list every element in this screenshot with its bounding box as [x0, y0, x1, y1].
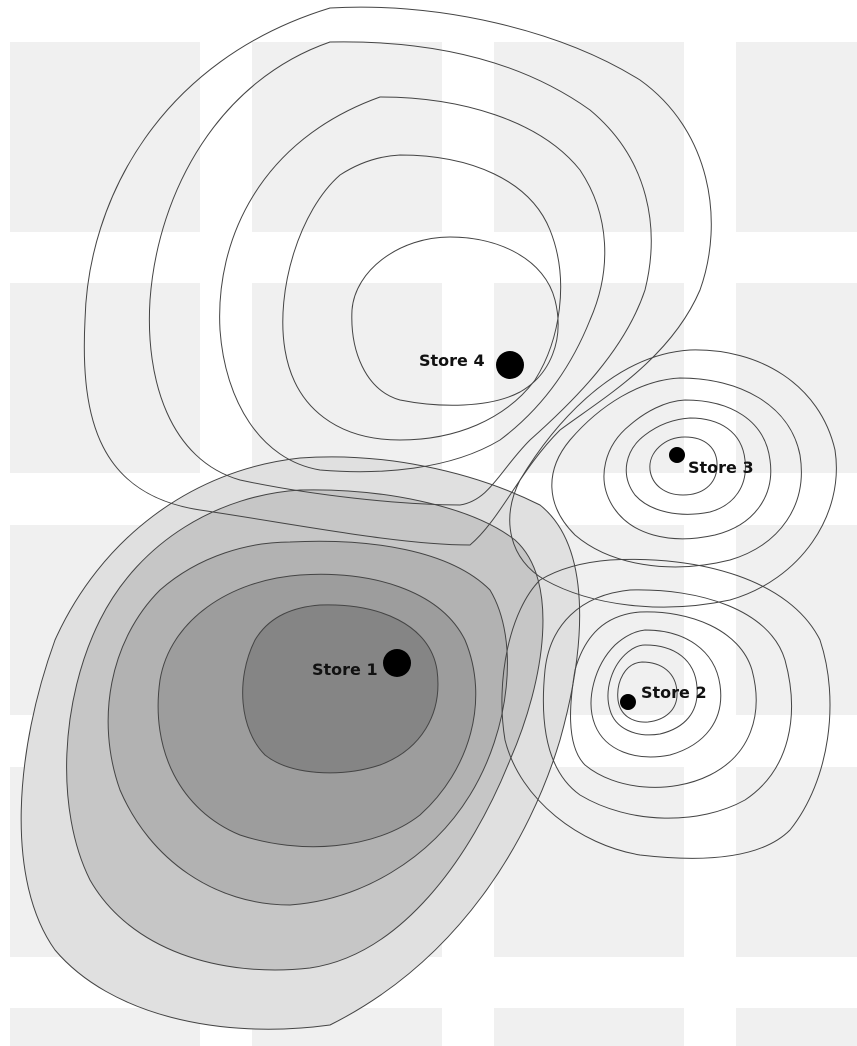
store-3-zone-ring: [551, 377, 802, 568]
store-1-trade-area: [20, 456, 581, 1030]
store-2-zone-ring: [607, 644, 698, 736]
store-markers: Store 1 Store 2 Store 3 Store 4: [312, 351, 754, 710]
store-2-marker[interactable]: Store 2: [620, 683, 707, 710]
city-block: [252, 42, 442, 232]
city-block: [494, 1008, 684, 1046]
city-block: [736, 767, 857, 957]
city-block: [736, 1008, 857, 1046]
city-block: [252, 283, 442, 473]
store-2-zone-ring: [590, 629, 722, 758]
store-1-marker[interactable]: Store 1: [312, 649, 411, 679]
store-4-trade-area: [83, 6, 712, 546]
city-block: [494, 283, 684, 473]
store-4-zone-ring: [148, 41, 652, 506]
store-2-zone-ring: [570, 611, 757, 788]
store-4-zone-ring: [219, 96, 606, 473]
store-3-zone-ring: [649, 436, 718, 496]
store-3-zone-ring: [509, 349, 837, 608]
store-3-zone-ring: [625, 417, 746, 515]
store-4-zone-ring: [351, 236, 559, 406]
city-block: [736, 42, 857, 232]
store-3-dot: [669, 447, 685, 463]
store-3-marker[interactable]: Store 3: [669, 447, 754, 477]
store-1-dot: [383, 649, 411, 677]
store-4-dot: [496, 351, 524, 379]
store-3-zone-ring: [603, 399, 772, 540]
store-4-zone-ring: [83, 6, 712, 546]
store-1-zone-ring: [242, 604, 439, 774]
city-block: [494, 42, 684, 232]
store-2-zone-ring: [617, 661, 678, 723]
store-3-trade-area: [509, 349, 837, 608]
city-block: [10, 42, 200, 232]
store-2-zone-ring: [501, 558, 831, 859]
store-2-trade-area: [501, 558, 831, 859]
store-4-zone-ring: [282, 154, 562, 441]
store-2-zone-ring: [542, 589, 792, 819]
store-2-label: Store 2: [641, 683, 707, 702]
store-4-marker[interactable]: Store 4: [419, 351, 524, 379]
store-2-dot: [620, 694, 636, 710]
city-block: [736, 525, 857, 715]
store-1-label: Store 1: [312, 660, 378, 679]
city-block: [10, 283, 200, 473]
store-4-label: Store 4: [419, 351, 485, 370]
store-3-label: Store 3: [688, 458, 754, 477]
city-block: [736, 283, 857, 473]
